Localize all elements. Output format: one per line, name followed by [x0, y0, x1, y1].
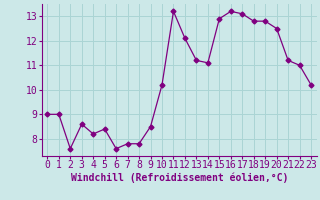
X-axis label: Windchill (Refroidissement éolien,°C): Windchill (Refroidissement éolien,°C) — [70, 173, 288, 183]
